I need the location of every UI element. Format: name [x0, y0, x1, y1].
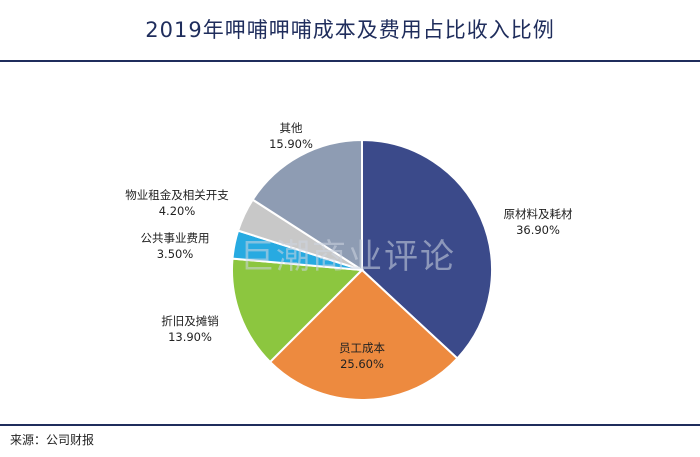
- pie-slice-3: [231, 257, 365, 364]
- slice-value-label: 4.20%: [159, 204, 196, 218]
- footer-divider: [0, 424, 700, 426]
- slice-value-label: 36.90%: [516, 223, 560, 237]
- slice-value-label: 13.90%: [168, 330, 212, 344]
- pie-slice-6: [251, 138, 363, 272]
- slice-value-label: 3.50%: [157, 247, 194, 261]
- slice-name-label: 公共事业费用: [141, 231, 210, 245]
- pie-labels: 原材料及耗材 36.90% 员工成本 25.60% 折旧及摊销 13.90% 公共事业费用 3…: [125, 121, 573, 371]
- slice-name-label: 物业租金及相关开支: [125, 188, 229, 202]
- slice-name-label: 其他: [280, 121, 303, 135]
- pie-slices: [231, 138, 493, 401]
- slice-name-label: 原材料及耗材: [504, 207, 573, 221]
- slice-value-label: 25.60%: [340, 357, 384, 371]
- source-note: 来源：公司财报: [10, 433, 95, 447]
- title-divider: [0, 60, 700, 62]
- pie-slice-2: [268, 268, 459, 401]
- chart-title: 2019年呷哺呷哺成本及费用占比收入比例: [145, 18, 555, 42]
- pie-slice-1: [361, 138, 493, 360]
- slice-name-label: 折旧及摊销: [161, 314, 219, 328]
- watermark-text: 巨潮商业评论: [240, 237, 456, 277]
- slice-value-label: 15.90%: [269, 137, 313, 151]
- slice-name-label: 员工成本: [339, 341, 385, 355]
